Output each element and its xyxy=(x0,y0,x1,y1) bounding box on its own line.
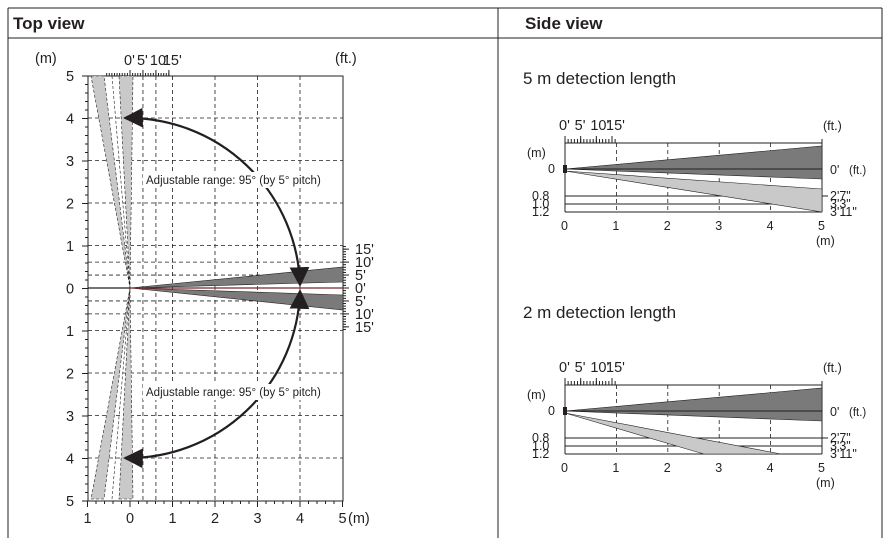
bottom-m-tick-label: 1 xyxy=(169,511,177,527)
top-view-plot: Adjustable range: 95° (by 5° pitch) Adju… xyxy=(35,51,374,527)
figure-frame xyxy=(7,7,883,538)
bottom-m-tick-label: 3 xyxy=(254,511,262,527)
right-height-label: 2'7" xyxy=(830,189,851,203)
top-view-ticks: 0' 5' 10'15'5432101234515'10'5'0'5'10'15'1… xyxy=(66,53,374,527)
main-beams xyxy=(88,266,344,311)
upper-beam xyxy=(564,145,823,180)
right-ft-tick-label: 15' xyxy=(355,320,374,336)
ft-tick-label: 15' xyxy=(606,360,625,376)
right-zero-label: 0' xyxy=(830,163,839,177)
top-view-m-unit: (m) xyxy=(35,51,57,67)
bottom-tick-label: 1 xyxy=(612,461,619,475)
bottom-unit-label: (m) xyxy=(816,476,835,490)
right-zero-label: 0' xyxy=(830,405,839,419)
left-m-tick-label: 5 xyxy=(66,494,74,510)
bottom-tick-label: 2 xyxy=(664,219,671,233)
right-unit-label: (ft.) xyxy=(849,165,866,177)
sensor-marker xyxy=(563,407,567,415)
left-tick-label: 1.0 xyxy=(532,439,549,453)
ft-tick-label: 10' xyxy=(590,360,609,376)
left-m-tick-label: 1 xyxy=(66,239,74,255)
right-height-label: 3'11" xyxy=(830,447,857,461)
ft-tick-label: 15' xyxy=(606,118,625,134)
bottom-unit-label: (m) xyxy=(816,234,835,248)
right-unit-label: (ft.) xyxy=(849,407,866,419)
left-tick-label: 0.8 xyxy=(532,189,549,203)
bottom-tick-label: 5 xyxy=(818,219,825,233)
left-tick-label: 0.8 xyxy=(532,431,549,445)
left-m-tick-label: 1 xyxy=(66,324,74,340)
bottom-m-tick-label: 2 xyxy=(211,511,219,527)
adjustable-range-upper: Adjustable range: 95° (by 5° pitch) xyxy=(146,175,321,187)
bottom-tick-label: 0 xyxy=(561,461,568,475)
bottom-tick-label: 1 xyxy=(612,219,619,233)
upper-beam xyxy=(564,387,823,422)
adjustable-range-lower: Adjustable range: 95° (by 5° pitch) xyxy=(146,387,321,399)
ft-tick-label: 5' xyxy=(575,118,586,134)
left-tick-label: 1.0 xyxy=(532,197,549,211)
right-height-label: 3'3" xyxy=(830,197,851,211)
left-m-tick-label: 4 xyxy=(66,452,74,468)
bottom-tick-label: 0 xyxy=(561,219,568,233)
right-height-label: 3'3" xyxy=(830,439,851,453)
bottom-tick-label: 5 xyxy=(818,461,825,475)
left-tick-label: 0 xyxy=(548,162,555,176)
right-ft-tick-label: 15' xyxy=(355,242,374,258)
left-m-tick-label: 4 xyxy=(66,112,74,128)
top-ft-tick-label: 0' xyxy=(124,53,135,69)
bottom-tick-label: 4 xyxy=(767,461,774,475)
sensor-marker xyxy=(563,165,567,173)
side-view-panel-5m: 5 m detection length 0' 5' 10'15' (ft.)(m)0… xyxy=(523,69,866,248)
m-unit-label: (m) xyxy=(527,388,546,402)
ft-unit-label: (ft.) xyxy=(823,119,842,133)
ft-tick-label: 10' xyxy=(590,118,609,134)
top-view-title: Top view xyxy=(13,14,85,33)
ft-tick-label: 0' xyxy=(559,360,570,376)
left-m-tick-label: 3 xyxy=(66,409,74,425)
top-view-ft-unit: (ft.) xyxy=(335,51,357,67)
right-ft-tick-label: 5' xyxy=(355,268,366,284)
bottom-m-tick-label: 1 xyxy=(84,511,92,527)
bottom-tick-label: 3 xyxy=(715,219,722,233)
adjustment-arcs xyxy=(123,107,310,469)
lower-beam xyxy=(564,170,823,213)
right-ft-tick-label: 5' xyxy=(355,294,366,310)
top-ft-tick-label: 5' xyxy=(137,53,148,69)
bottom-m-tick-label: 0 xyxy=(126,511,134,527)
left-tick-label: 1.2 xyxy=(532,205,549,219)
side-view-title: Side view xyxy=(525,14,603,33)
left-m-tick-label: 3 xyxy=(66,154,74,170)
panel-5m-heading: 5 m detection length xyxy=(523,69,676,88)
left-m-tick-label: 5 xyxy=(66,69,74,85)
m-unit-label: (m) xyxy=(527,146,546,160)
bottom-tick-label: 2 xyxy=(664,461,671,475)
left-m-tick-label: 2 xyxy=(66,197,74,213)
right-height-label: 3'11" xyxy=(830,205,857,219)
panel-2m-heading: 2 m detection length xyxy=(523,303,676,322)
left-m-tick-label: 0 xyxy=(66,282,74,298)
bottom-tick-label: 3 xyxy=(715,461,722,475)
ft-unit-label: (ft.) xyxy=(823,361,842,375)
bottom-m-tick-label: 4 xyxy=(296,511,304,527)
left-tick-label: 1.2 xyxy=(532,447,549,461)
right-height-label: 2'7" xyxy=(830,431,851,445)
lower-beam xyxy=(564,412,781,455)
bottom-m-tick-label: 5 xyxy=(339,511,347,527)
right-ft-tick-label: 10' xyxy=(355,255,374,271)
left-tick-label: 0 xyxy=(548,404,555,418)
top-ft-tick-label: 15' xyxy=(163,53,182,69)
bottom-tick-label: 4 xyxy=(767,219,774,233)
adjustable-range-notes: Adjustable range: 95° (by 5° pitch) Adju… xyxy=(143,172,341,400)
top-view-bottom-unit: (m) xyxy=(348,511,370,527)
right-ft-tick-label: 0' xyxy=(355,281,366,297)
side-view-panel-2m: 2 m detection length 0' 5' 10'15' (ft.)(m)0… xyxy=(523,303,866,490)
ft-tick-label: 5' xyxy=(575,360,586,376)
top-ft-tick-label: 10' xyxy=(150,53,169,69)
ft-tick-label: 0' xyxy=(559,118,570,134)
left-m-tick-label: 2 xyxy=(66,367,74,383)
right-ft-tick-label: 10' xyxy=(355,307,374,323)
